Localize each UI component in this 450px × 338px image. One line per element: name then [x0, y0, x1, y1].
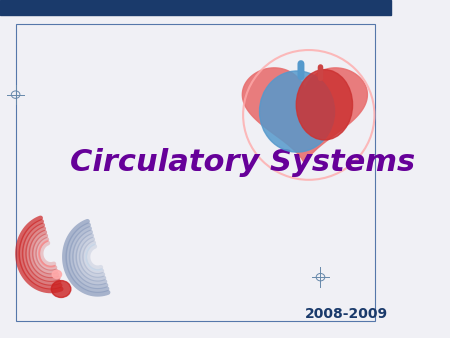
Circle shape — [51, 281, 71, 297]
Bar — [16, 24, 375, 321]
Circle shape — [52, 270, 62, 279]
Polygon shape — [243, 68, 367, 166]
Text: Circulatory Systems: Circulatory Systems — [70, 148, 415, 177]
Bar — [0, 0, 391, 15]
Ellipse shape — [260, 71, 334, 152]
Text: 2008-2009: 2008-2009 — [305, 307, 388, 321]
Ellipse shape — [296, 70, 352, 140]
